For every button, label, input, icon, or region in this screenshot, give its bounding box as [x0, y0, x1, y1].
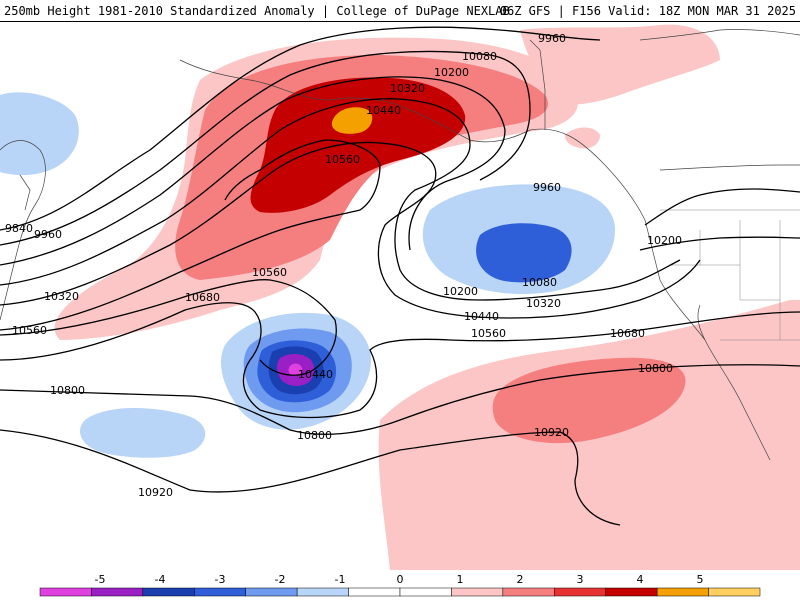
colorbar-swatch	[39, 587, 92, 597]
colorbar-tick-label: -3	[215, 573, 226, 586]
contour-label: 10200	[434, 66, 469, 79]
height-anomaly-map: 9960 10080 10200 10320 10440 10560 9960 …	[0, 22, 800, 570]
contour-label: 10560	[12, 324, 47, 337]
colorbar-tick-label: 0	[397, 573, 404, 586]
colorbar-swatch	[348, 587, 401, 597]
contour-labels: 9960 10080 10200 10320 10440 10560 9960 …	[5, 32, 682, 499]
contour-label: 10560	[252, 266, 287, 279]
contour-label: 9960	[533, 181, 561, 194]
contour-label: 10560	[471, 327, 506, 340]
map-title: 250mb Height 1981-2010 Standardized Anom…	[4, 4, 510, 18]
colorbar-swatch	[296, 587, 349, 597]
model-valid-time: 06Z GFS | F156 Valid: 18Z MON MAR 31 202…	[499, 4, 796, 18]
deep-low-center	[288, 363, 303, 377]
colorbar-tick-label: 5	[697, 573, 704, 586]
borders	[660, 209, 800, 341]
colorbar-tick-label: 1	[457, 573, 464, 586]
colorbar-tick-label: 2	[517, 573, 524, 586]
colorbar-swatch	[194, 587, 246, 597]
colorbar-tick-label: -2	[275, 573, 286, 586]
contour-label: 10800	[297, 429, 332, 442]
contour-label: 10080	[522, 276, 557, 289]
colorbar-swatch	[91, 587, 144, 597]
colorbar-swatch	[605, 587, 658, 597]
colorbar-tick-label: -4	[155, 573, 166, 586]
colorbar-tick-label: 3	[577, 573, 584, 586]
colorbar-swatch	[656, 587, 709, 597]
contour-label: 10320	[44, 290, 79, 303]
max-anomaly-core	[331, 107, 373, 134]
colorbar-swatch	[554, 587, 606, 597]
contour-label: 10560	[325, 153, 360, 166]
contour-label: 10920	[534, 426, 569, 439]
anomaly-colorbar: -5 -4 -3 -2 -1 0 1 2 3 4 5	[0, 570, 800, 600]
colorbar-swatch	[399, 587, 452, 597]
colorbar-tick-label: 4	[637, 573, 644, 586]
contour-label: 10080	[462, 50, 497, 63]
coastlines	[0, 29, 800, 461]
contour-label: 9840	[5, 222, 33, 235]
colorbar-swatch	[142, 587, 195, 597]
contour-label: 10200	[647, 234, 682, 247]
colorbar-swatch	[451, 587, 504, 597]
contour-label: 9960	[34, 228, 62, 241]
contour-label: 10800	[50, 384, 85, 397]
colorbar-tick-label: -5	[95, 573, 106, 586]
colorbar-swatch	[502, 587, 555, 597]
contour-label: 10200	[443, 285, 478, 298]
colorbar-tick-label: -1	[335, 573, 346, 586]
contour-label: 10800	[638, 362, 673, 375]
contour-label: 10440	[298, 368, 333, 381]
contour-label: 10920	[138, 486, 173, 499]
colorbar-swatch	[708, 587, 761, 597]
very-strong-positive-anomaly-shading	[250, 77, 466, 213]
contour-label: 10680	[610, 327, 645, 340]
colorbar-swatch	[245, 587, 298, 597]
contour-label: 9960	[538, 32, 566, 45]
contour-label: 10440	[464, 310, 499, 323]
contour-label: 10680	[185, 291, 220, 304]
contour-label: 10320	[526, 297, 561, 310]
contour-label: 10440	[366, 104, 401, 117]
contour-label: 10320	[390, 82, 425, 95]
map-header: 250mb Height 1981-2010 Standardized Anom…	[0, 0, 800, 22]
height-contours	[0, 26, 800, 526]
